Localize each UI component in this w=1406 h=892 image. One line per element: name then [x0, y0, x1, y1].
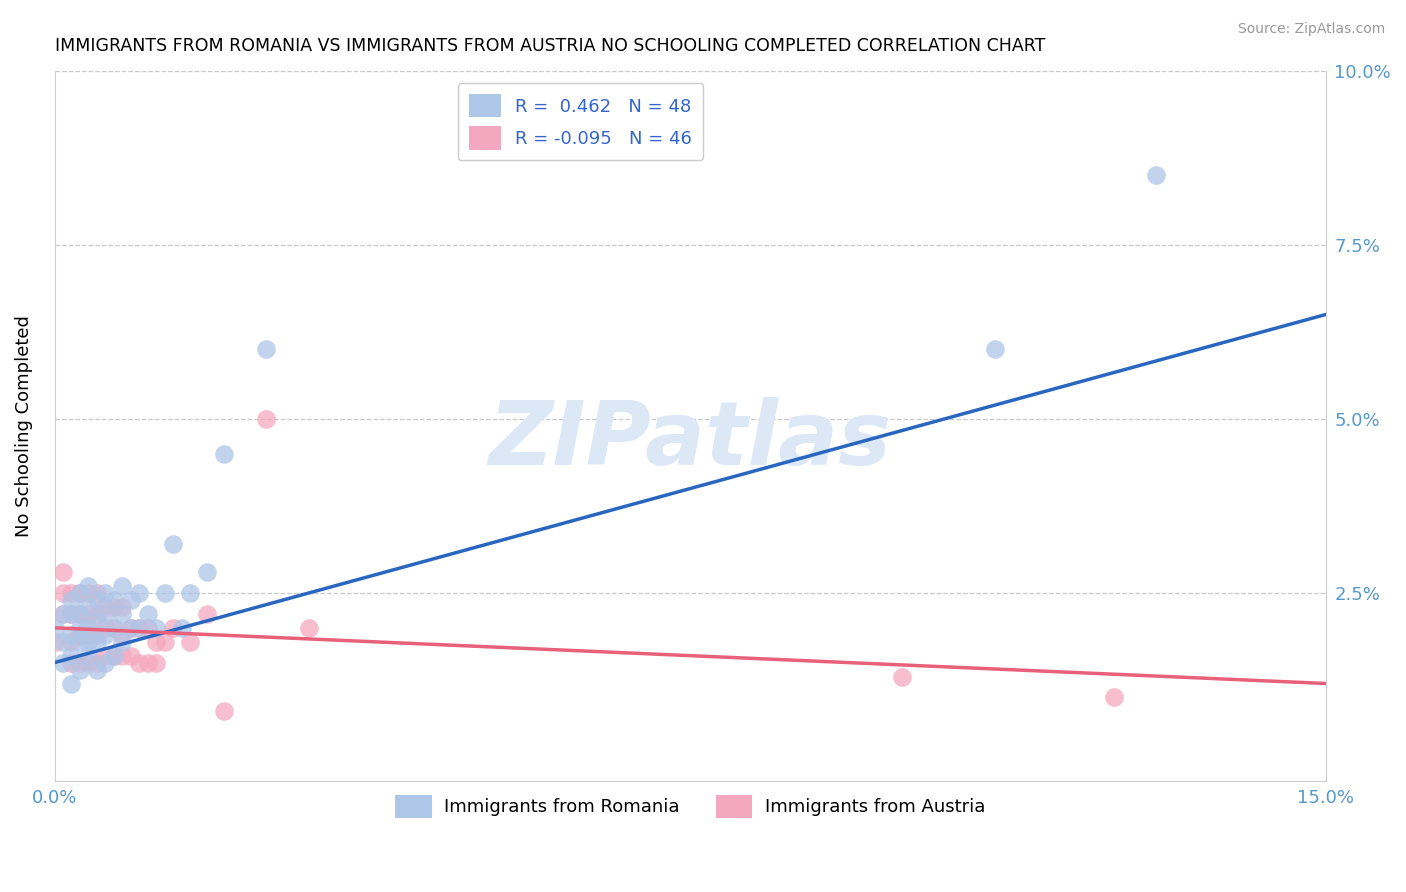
Point	[984, 343, 1007, 357]
Point	[94, 621, 117, 635]
Point	[103, 648, 125, 663]
Point	[111, 579, 134, 593]
Text: ZIPatlas: ZIPatlas	[489, 397, 891, 483]
Point	[60, 648, 83, 663]
Point	[77, 634, 100, 648]
Point	[77, 628, 100, 642]
Point	[94, 607, 117, 621]
Point	[103, 621, 125, 635]
Point	[86, 634, 108, 648]
Point	[103, 648, 125, 663]
Point	[69, 663, 91, 677]
Point	[69, 586, 91, 600]
Point	[128, 656, 150, 670]
Point	[111, 634, 134, 648]
Legend: Immigrants from Romania, Immigrants from Austria: Immigrants from Romania, Immigrants from…	[388, 788, 993, 825]
Point	[86, 663, 108, 677]
Point	[120, 593, 142, 607]
Point	[111, 599, 134, 614]
Point	[111, 607, 134, 621]
Point	[145, 621, 167, 635]
Point	[120, 621, 142, 635]
Point	[153, 634, 176, 648]
Point	[1102, 690, 1125, 705]
Point	[298, 621, 321, 635]
Point	[52, 565, 75, 579]
Point	[77, 648, 100, 663]
Point	[86, 607, 108, 621]
Point	[52, 634, 75, 648]
Point	[52, 656, 75, 670]
Point	[179, 634, 201, 648]
Point	[52, 607, 75, 621]
Point	[60, 628, 83, 642]
Point	[128, 586, 150, 600]
Point	[212, 447, 235, 461]
Point	[52, 607, 75, 621]
Point	[86, 628, 108, 642]
Point	[60, 656, 83, 670]
Point	[86, 656, 108, 670]
Point	[145, 656, 167, 670]
Point	[162, 537, 184, 551]
Point	[103, 621, 125, 635]
Point	[77, 656, 100, 670]
Point	[136, 607, 159, 621]
Point	[162, 621, 184, 635]
Point	[94, 656, 117, 670]
Point	[1144, 168, 1167, 182]
Point	[170, 621, 193, 635]
Text: Source: ZipAtlas.com: Source: ZipAtlas.com	[1237, 22, 1385, 37]
Point	[254, 343, 277, 357]
Point	[60, 586, 83, 600]
Point	[77, 599, 100, 614]
Point	[254, 412, 277, 426]
Point	[195, 565, 218, 579]
Point	[136, 656, 159, 670]
Point	[69, 656, 91, 670]
Point	[153, 586, 176, 600]
Point	[44, 634, 66, 648]
Point	[103, 599, 125, 614]
Point	[69, 607, 91, 621]
Point	[69, 621, 91, 635]
Point	[136, 621, 159, 635]
Point	[44, 621, 66, 635]
Point	[212, 704, 235, 718]
Point	[94, 599, 117, 614]
Point	[77, 586, 100, 600]
Point	[86, 586, 108, 600]
Point	[69, 586, 91, 600]
Point	[86, 614, 108, 628]
Y-axis label: No Schooling Completed: No Schooling Completed	[15, 315, 32, 537]
Point	[94, 648, 117, 663]
Point	[77, 579, 100, 593]
Point	[52, 586, 75, 600]
Point	[128, 621, 150, 635]
Text: IMMIGRANTS FROM ROMANIA VS IMMIGRANTS FROM AUSTRIA NO SCHOOLING COMPLETED CORREL: IMMIGRANTS FROM ROMANIA VS IMMIGRANTS FR…	[55, 37, 1045, 55]
Point	[94, 628, 117, 642]
Point	[69, 634, 91, 648]
Point	[69, 607, 91, 621]
Point	[128, 621, 150, 635]
Point	[60, 676, 83, 690]
Point	[77, 607, 100, 621]
Point	[111, 628, 134, 642]
Point	[86, 593, 108, 607]
Point	[103, 593, 125, 607]
Point	[891, 669, 914, 683]
Point	[94, 586, 117, 600]
Point	[69, 628, 91, 642]
Point	[120, 648, 142, 663]
Point	[120, 621, 142, 635]
Point	[77, 621, 100, 635]
Point	[195, 607, 218, 621]
Point	[60, 607, 83, 621]
Point	[179, 586, 201, 600]
Point	[60, 607, 83, 621]
Point	[111, 648, 134, 663]
Point	[145, 634, 167, 648]
Point	[60, 634, 83, 648]
Point	[60, 593, 83, 607]
